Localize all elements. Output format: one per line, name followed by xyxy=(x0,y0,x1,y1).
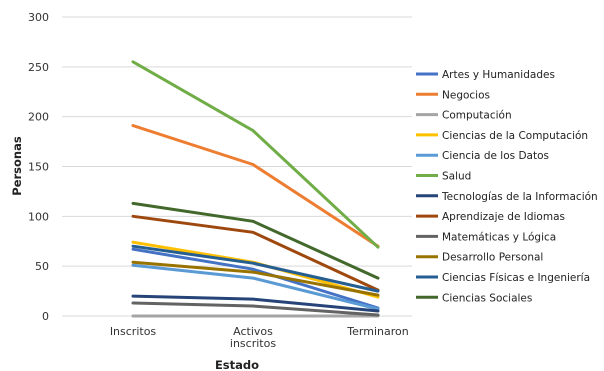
series-lines xyxy=(131,60,380,318)
y-axis-ticks: 0 50 100 150 200 250 300 xyxy=(28,11,49,323)
legend-entry: Ciencias Sociales xyxy=(442,292,532,304)
legend-entry: Tecnologías de la Información xyxy=(441,191,598,203)
series-line xyxy=(131,260,380,297)
y-tick-label: 300 xyxy=(28,11,49,24)
gridlines xyxy=(62,16,412,317)
series-line xyxy=(131,247,380,310)
series-line xyxy=(131,214,380,292)
legend-entry: Ciencias Físicas e Ingeniería xyxy=(442,272,590,284)
legend-entry: Artes y Humanidades xyxy=(442,69,555,81)
legend-entry: Salud xyxy=(442,171,471,183)
x-tick-label: Activos inscritos xyxy=(230,325,276,350)
series-line xyxy=(131,60,380,249)
legend-entry: Aprendizaje de Idiomas xyxy=(442,211,565,223)
legend: Artes y Humanidades Negocios Computación Ci… xyxy=(416,69,598,304)
y-tick-label: 100 xyxy=(28,210,49,223)
legend-entry: Desarrollo Personal xyxy=(442,252,543,264)
series-line xyxy=(131,201,380,280)
y-tick-label: 200 xyxy=(28,111,49,124)
y-tick-label: 150 xyxy=(28,161,49,174)
y-tick-label: 250 xyxy=(28,61,49,74)
y-axis-title: Personas xyxy=(10,136,24,196)
legend-entry: Ciencias de la Computación xyxy=(442,130,588,142)
x-tick-label-line: Activos xyxy=(233,325,273,338)
series-line xyxy=(131,301,380,317)
series-line xyxy=(131,294,380,313)
legend-entry: Computación xyxy=(442,110,512,122)
x-tick-label-line: inscritos xyxy=(230,337,276,350)
x-axis-title: Estado xyxy=(215,358,259,371)
x-tick-label: Terminaron xyxy=(346,325,408,338)
series-line xyxy=(131,263,380,311)
y-tick-label: 50 xyxy=(35,260,49,273)
legend-entry: Ciencia de los Datos xyxy=(442,150,549,162)
legend-entry: Negocios xyxy=(442,89,490,101)
y-tick-label: 0 xyxy=(42,310,49,323)
series-line xyxy=(131,244,380,293)
legend-entry: Matemáticas y Lógica xyxy=(442,231,556,243)
x-axis-ticks: Inscritos Activos inscritos Terminaron xyxy=(110,325,409,350)
x-tick-label-line: Inscritos xyxy=(110,325,157,338)
series-line xyxy=(131,124,380,248)
x-tick-label: Inscritos xyxy=(110,325,157,338)
x-tick-label-line: Terminaron xyxy=(346,325,408,338)
